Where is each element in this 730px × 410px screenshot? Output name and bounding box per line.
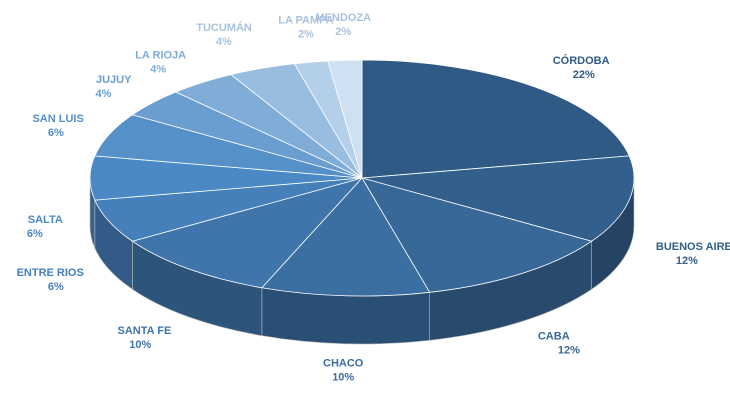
value-label: 4% [216,36,232,48]
category-label: CHACO [323,358,364,370]
category-label: TUCUMÁN [196,21,252,34]
pie-slice [361,59,630,179]
pie-slice [131,177,364,289]
category-label: CÓRDOBA [553,54,610,67]
category-label: CABA [538,330,570,342]
value-label: 6% [48,281,64,293]
pie-tops [89,59,635,297]
category-label: MENDOZA [315,12,371,24]
value-label: 4% [150,63,166,75]
category-label: LA RIOJA [135,49,186,61]
category-label: SALTA [28,214,63,226]
value-label: 4% [96,88,112,100]
value-label: 22% [573,69,595,81]
value-label: 10% [332,372,354,384]
pie-slice [327,59,363,179]
value-label: 6% [27,228,43,240]
value-label: 2% [335,26,351,38]
value-label: 10% [129,339,151,351]
value-label: 6% [48,127,64,139]
value-label: 12% [676,255,698,267]
category-label: LA PAMPA [278,14,333,26]
pie-slice [261,177,431,297]
pie-slice [361,155,635,242]
value-label: 2% [298,28,314,40]
category-label: ENTRE RIOS [17,267,84,279]
pie-labels: CÓRDOBA 22% BUENOS AIRES 12% CABA 12% CHACO 10%… [17,12,730,383]
category-label: SAN LUIS [32,113,83,125]
category-label: JUJUY [96,74,132,86]
value-label: 12% [558,344,580,356]
pie-slice [361,177,593,293]
pie-sides [89,177,635,345]
category-label: SANTA FE [118,325,172,337]
category-label: BUENOS AIRES [656,241,730,253]
